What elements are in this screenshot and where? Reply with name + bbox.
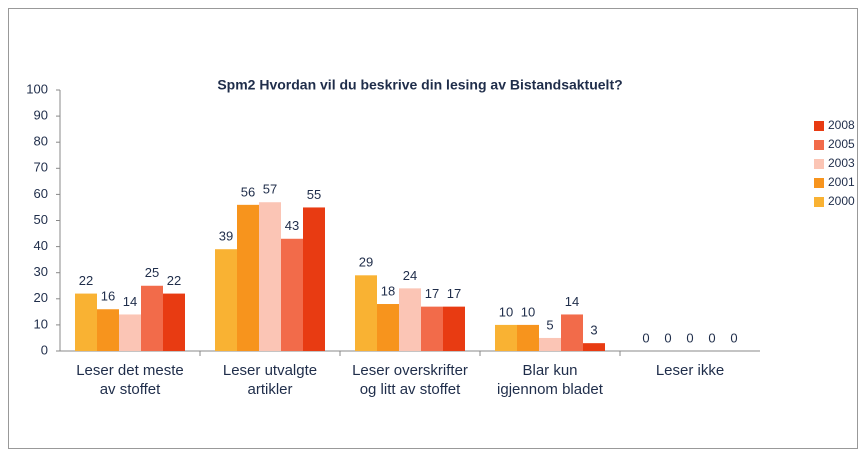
bar: [561, 314, 583, 351]
bar: [517, 324, 539, 351]
value-label: 0: [686, 330, 693, 345]
value-label: 43: [285, 218, 299, 233]
value-label: 17: [425, 286, 439, 301]
legend-swatch: [814, 140, 824, 150]
legend-swatch: [814, 121, 824, 131]
y-tick-label: 40: [34, 238, 48, 253]
value-label: 5: [546, 317, 553, 332]
bar: [259, 202, 281, 351]
value-label: 0: [642, 330, 649, 345]
bar: [495, 324, 517, 351]
bar: [75, 293, 97, 351]
value-label: 57: [263, 182, 277, 197]
bar: [281, 238, 303, 351]
value-label: 3: [590, 323, 597, 338]
bar: [141, 285, 163, 351]
legend-label: 2005: [828, 137, 855, 151]
y-tick-label: 70: [34, 160, 48, 175]
value-label: 14: [123, 294, 137, 309]
legend-label: 2001: [828, 175, 855, 189]
x-tick-label: Leser det meste av stoffet: [76, 362, 184, 398]
y-tick-label: 80: [34, 134, 48, 149]
bar: [97, 309, 119, 351]
y-tick-label: 0: [41, 342, 48, 357]
frame: [8, 8, 858, 449]
bar: [237, 204, 259, 351]
value-label: 22: [167, 273, 181, 288]
bar: [583, 343, 605, 351]
value-label: 25: [145, 265, 159, 280]
y-tick-label: 10: [34, 316, 48, 331]
legend-label: 2008: [828, 118, 855, 132]
value-label: 17: [447, 286, 461, 301]
bar: [421, 306, 443, 351]
legend-swatch: [814, 159, 824, 169]
value-label: 22: [79, 273, 93, 288]
value-label: 16: [101, 289, 115, 304]
bar: [399, 288, 421, 351]
x-tick-label: Blar kun igjennom bladet: [497, 362, 603, 398]
y-tick-label: 60: [34, 186, 48, 201]
value-label: 29: [359, 255, 373, 270]
legend-swatch: [814, 178, 824, 188]
value-label: 10: [499, 304, 513, 319]
legend-label: 2000: [828, 194, 855, 208]
legend-swatch: [814, 197, 824, 207]
value-label: 14: [565, 294, 579, 309]
bar: [303, 207, 325, 351]
value-label: 0: [708, 330, 715, 345]
value-label: 55: [307, 187, 321, 202]
bar: [443, 306, 465, 351]
y-tick-label: 50: [34, 212, 48, 227]
x-tick-label: Leser utvalgte artikler: [222, 362, 318, 398]
value-label: 24: [403, 268, 417, 283]
bar: [377, 304, 399, 351]
y-tick-label: 20: [34, 290, 48, 305]
value-label: 56: [241, 184, 255, 199]
chart-title: Spm2 Hvordan vil du beskrive din lesing …: [217, 77, 622, 93]
y-tick-label: 90: [34, 108, 48, 123]
bar: [163, 293, 185, 351]
value-label: 18: [381, 283, 395, 298]
x-tick-label: Leser ikke: [655, 362, 725, 379]
value-label: 0: [730, 330, 737, 345]
value-label: 10: [521, 304, 535, 319]
bar: [215, 249, 237, 351]
value-label: 0: [664, 330, 671, 345]
x-tick-label: Leser overskrifter og litt av stoffet: [352, 362, 468, 398]
y-tick-label: 30: [34, 264, 48, 279]
y-tick-label: 100: [26, 81, 48, 96]
legend-label: 2003: [828, 156, 855, 170]
value-label: 39: [219, 229, 233, 244]
bar: [539, 337, 561, 351]
bar: [119, 314, 141, 351]
bar: [355, 275, 377, 351]
